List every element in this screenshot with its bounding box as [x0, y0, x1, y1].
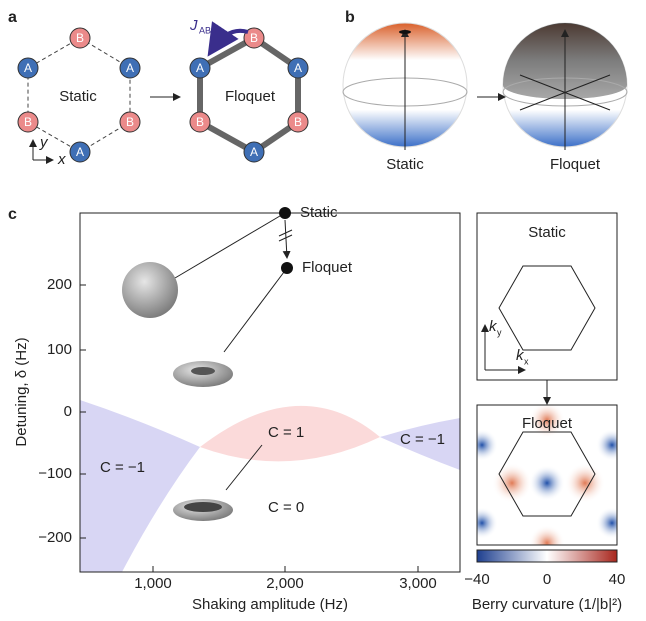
point-label: Static	[300, 204, 338, 221]
x-tick-label: 3,000	[399, 575, 437, 592]
site-label: B	[196, 115, 204, 129]
arrow	[285, 220, 287, 258]
region-label: C = 1	[268, 424, 304, 441]
site-label: B	[250, 31, 258, 45]
axis-y: y	[39, 134, 49, 151]
bz-title: Floquet	[522, 415, 573, 432]
x-tick-label: 2,000	[266, 575, 304, 592]
site-label: A	[294, 61, 302, 75]
axis-x: x	[57, 151, 66, 168]
site-label: A	[126, 61, 134, 75]
static-text: Static	[386, 156, 424, 173]
region-label: C = −1	[100, 459, 145, 476]
y-tick-label: 100	[47, 341, 72, 358]
hop-label: J	[189, 17, 198, 34]
region	[80, 400, 200, 572]
pointer	[175, 213, 285, 278]
circle	[596, 429, 628, 461]
figure: a BABABABABABA Static Floquet J AB y x b…	[0, 0, 646, 616]
colorbar	[477, 550, 617, 562]
panel-label: b	[345, 9, 355, 26]
x-label: Shaking amplitude (Hz)	[192, 596, 348, 613]
panel-label: a	[8, 9, 17, 26]
site-label: A	[24, 61, 32, 75]
panel-label: c	[8, 206, 17, 223]
site-label: A	[250, 145, 258, 159]
colorbar-tick-label: 40	[609, 571, 626, 588]
point	[281, 262, 293, 274]
circle	[466, 429, 498, 461]
region-label: C = −1	[400, 431, 445, 448]
site-label: B	[76, 31, 84, 45]
y-tick-label: −100	[38, 465, 72, 482]
site-label: B	[126, 115, 134, 129]
circle	[565, 463, 605, 503]
hop-sub: AB	[199, 25, 211, 35]
y-tick-label: 200	[47, 276, 72, 293]
y-label: Detuning, δ (Hz)	[13, 337, 30, 446]
site-label: A	[76, 145, 84, 159]
kx-sub: x	[524, 356, 529, 366]
colorbar-tick-label: −40	[464, 571, 489, 588]
static-text: Static	[59, 88, 97, 105]
site-label: A	[196, 61, 204, 75]
floquet-text: Floquet	[550, 156, 601, 173]
region-label: C = 0	[268, 499, 304, 516]
site-label: B	[24, 115, 32, 129]
circle	[529, 465, 565, 501]
circle	[596, 507, 628, 539]
colorbar-tick-label: 0	[543, 571, 551, 588]
sphere	[122, 262, 178, 318]
y-tick-label: −200	[38, 529, 72, 546]
pointer	[224, 268, 287, 352]
torus-hole	[191, 367, 215, 375]
torus-hole	[184, 502, 222, 512]
bz-title: Static	[528, 224, 566, 241]
circle	[466, 507, 498, 539]
g: −40 0 40	[464, 571, 625, 588]
point-label: Floquet	[302, 259, 353, 276]
y-tick-label: 0	[64, 403, 72, 420]
site-label: B	[294, 115, 302, 129]
cap	[399, 30, 411, 34]
ky-sub: y	[497, 327, 502, 337]
point	[279, 207, 291, 219]
floquet-text: Floquet	[225, 88, 276, 105]
x-tick-label: 1,000	[134, 575, 172, 592]
bz	[499, 266, 595, 350]
colorbar-label: Berry curvature (1/|b|²)	[472, 596, 622, 613]
